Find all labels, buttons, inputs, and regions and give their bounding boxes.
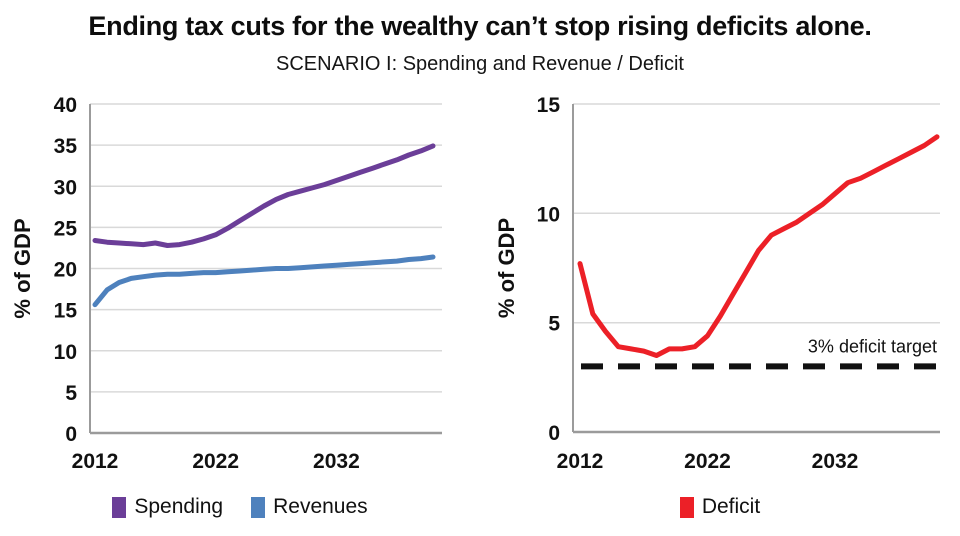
revenues-line [92,254,436,308]
x-tick-label: 2032 [812,450,859,473]
legend-item-deficit: Deficit [679,495,761,519]
deficit-legend-swatch [679,496,694,518]
y-tick-label: 30 [54,176,77,199]
deficit-line [577,134,940,358]
y-tick-label: 15 [54,300,78,323]
x-tick-label: 2012 [557,450,604,473]
y-axis-title: % of GDP [494,218,519,318]
y-axis-title: % of GDP [10,218,35,318]
y-tick-label: 10 [54,341,77,364]
figure-title: Ending tax cuts for the wealthy can’t st… [88,11,872,41]
legend-item-spending: Spending [112,495,223,519]
deficit-target-label: 3% deficit target [808,336,937,356]
y-tick-label: 35 [54,135,78,158]
spending-revenue-chart: 0 5 10 15 20 25 30 35 40 2012 2022 2032 % of GDP [0,88,480,488]
y-tick-label: 0 [65,423,77,446]
deficit-legend: Deficit [480,495,960,519]
legend-item-revenues: Revenues [251,495,368,519]
deficit-legend-label: Deficit [701,495,761,518]
y-tick-label: 40 [54,94,77,117]
x-tick-label: 2012 [72,450,119,473]
spending-legend-swatch [112,496,127,518]
y-tick-label: 15 [537,94,561,117]
y-tick-label: 25 [54,217,78,240]
y-tick-label: 5 [65,382,77,405]
revenues-legend-swatch [251,496,266,518]
x-tick-label: 2022 [684,450,731,473]
revenues-legend-label: Revenues [273,495,368,518]
deficit-chart: 0 5 10 15 2012 2022 2032 % of GDP 3% deficit tar… [480,88,960,488]
y-tick-label: 0 [548,422,560,445]
y-tick-label: 10 [537,203,560,226]
spending-revenue-legend: Spending Revenues [0,495,480,519]
figure-subtitle: SCENARIO I: Spending and Revenue / Defic… [276,53,684,75]
x-tick-label: 2022 [192,450,239,473]
spending-line [92,143,436,248]
deficit-plot: 0 5 10 15 2012 2022 2032 % of GDP 3% deficit tar… [494,94,940,473]
y-tick-label: 5 [548,313,560,336]
spending-revenue-plot: 0 5 10 15 20 25 30 35 40 2012 2022 2032 % of GDP [10,94,442,473]
spending-legend-label: Spending [134,495,224,518]
x-tick-label: 2032 [313,450,360,473]
y-tick-label: 20 [54,259,77,282]
